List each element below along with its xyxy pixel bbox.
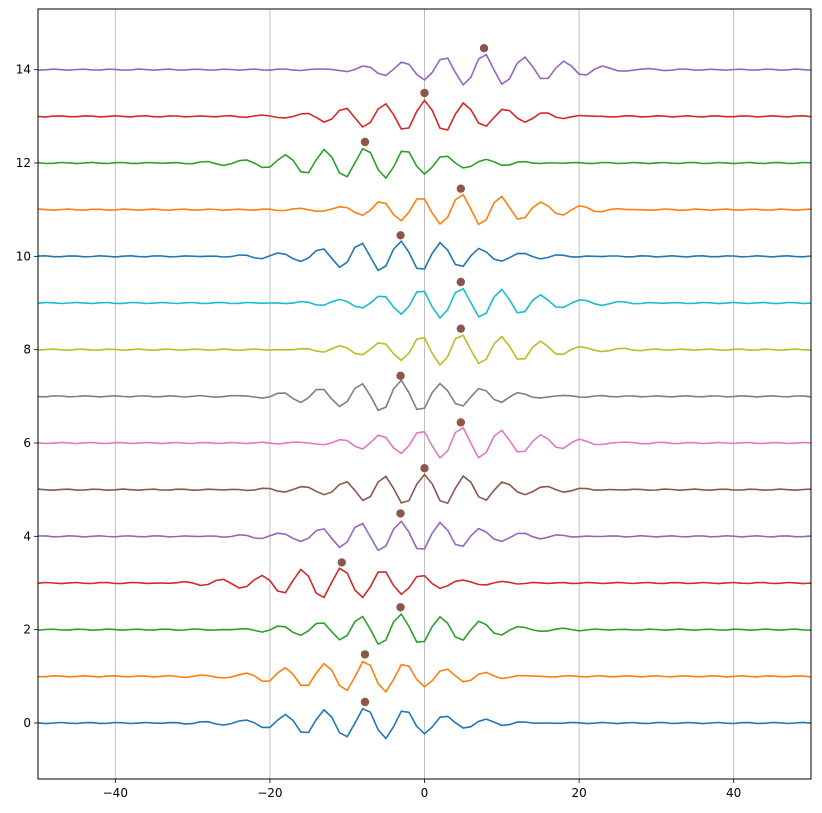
peak-marker-13 (420, 88, 429, 98)
x-tick-label-2: 0 (421, 786, 429, 800)
y-tick-label-7: 14 (16, 63, 31, 77)
series-lines (37, 53, 812, 740)
series-line-3 (37, 567, 812, 599)
x-tick-label-0: −40 (103, 786, 128, 800)
y-tick-label-1: 2 (23, 623, 31, 637)
peak-marker-4 (396, 509, 405, 518)
grid (114, 9, 735, 779)
peak-marker-6 (456, 418, 466, 427)
series-line-11 (37, 193, 812, 226)
peak-marker-12 (360, 137, 370, 147)
series-line-5 (37, 473, 812, 505)
y-axis: 0 2 4 6 8 10 12 14 (16, 63, 38, 730)
series-line-14 (37, 53, 812, 87)
peak-marker-5 (420, 464, 429, 473)
y-tick-label-6: 12 (16, 156, 31, 170)
y-tick-label-2: 4 (23, 529, 31, 543)
peak-markers (337, 44, 489, 707)
peak-marker-3 (337, 558, 346, 567)
peak-marker-9 (456, 277, 466, 287)
y-tick-label-4: 8 (23, 343, 31, 357)
series-line-4 (37, 519, 812, 552)
y-tick-label-3: 6 (23, 436, 31, 450)
peak-marker-10 (396, 231, 405, 240)
x-tick-label-1: −20 (257, 786, 282, 800)
series-line-0 (37, 707, 812, 740)
series-line-10 (37, 239, 812, 272)
series-line-1 (38, 660, 812, 694)
peak-marker-7 (396, 371, 405, 380)
series-line-6 (37, 426, 812, 460)
peak-marker-11 (456, 184, 466, 193)
peak-marker-8 (456, 324, 466, 333)
x-tick-label-3: 20 (571, 786, 586, 800)
y-tick-label-0: 0 (23, 716, 31, 730)
series-line-13 (37, 98, 812, 131)
peak-marker-1 (360, 650, 370, 659)
x-tick-label-4: 40 (726, 786, 741, 800)
series-line-9 (37, 287, 812, 320)
peak-marker-14 (479, 44, 489, 53)
peak-marker-0 (360, 697, 370, 707)
series-line-7 (37, 378, 812, 412)
series-line-2 (37, 612, 812, 646)
y-tick-label-5: 10 (16, 249, 31, 263)
x-axis: −40 −20 0 20 40 (103, 779, 741, 800)
series-line-8 (37, 334, 812, 367)
peak-marker-2 (396, 603, 405, 612)
series-line-12 (37, 147, 812, 180)
